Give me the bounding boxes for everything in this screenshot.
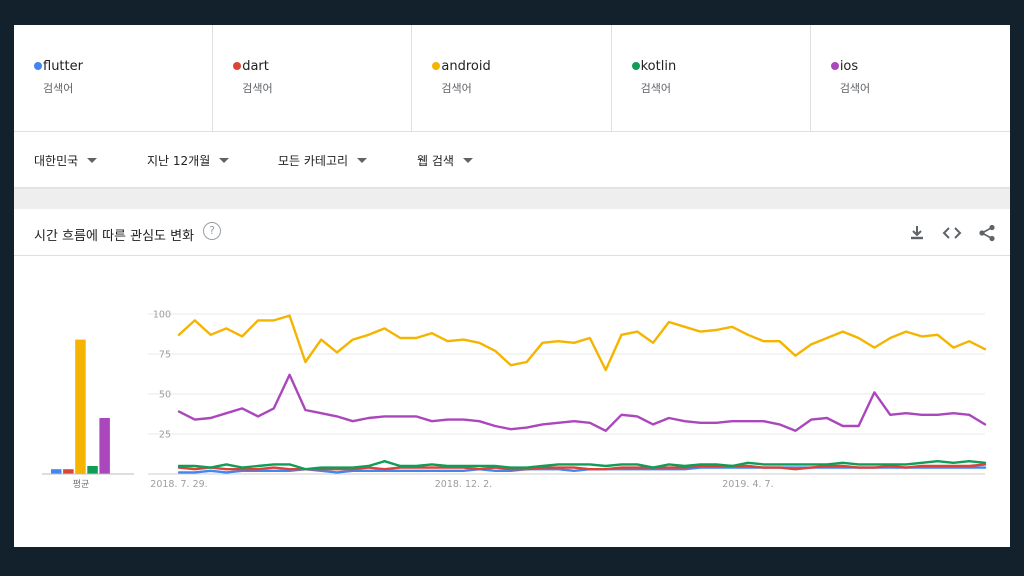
x-tick-label: 2018. 12. 2. [435, 479, 492, 490]
term-type-label: 검색어 [640, 82, 671, 95]
search-terms-bar: flutter 검색어 dart 검색어 android 검색어 kotlin … [14, 25, 1010, 132]
y-tick-label: 100 [153, 310, 171, 321]
term-card-ios[interactable]: ios 검색어 [811, 25, 1010, 131]
caret-down-icon [462, 158, 473, 163]
trends-panel: flutter 검색어 dart 검색어 android 검색어 kotlin … [14, 25, 1010, 547]
term-name: ios [839, 59, 859, 74]
caret-down-icon [87, 158, 98, 163]
help-icon[interactable]: ? [203, 222, 221, 240]
section-divider [14, 187, 1010, 209]
section-header: 시간 흐름에 따른 관심도 변화 ? [14, 209, 1010, 256]
x-tick-label: 2018. 7. 29. [150, 479, 207, 490]
y-tick-label: 75 [159, 350, 171, 361]
embed-code-icon[interactable] [942, 223, 962, 243]
average-bar-flutter [51, 469, 62, 474]
term-card-flutter[interactable]: flutter 검색어 [14, 25, 214, 131]
period-dropdown[interactable]: 지난 12개월 [147, 152, 230, 169]
search-type-dropdown[interactable]: 웹 검색 [417, 152, 473, 169]
caret-down-icon [357, 158, 368, 163]
average-label: 평균 [73, 479, 90, 490]
term-name: dart [242, 59, 269, 74]
average-bar-android [75, 339, 86, 474]
y-tick-label: 50 [159, 390, 171, 401]
color-dot-icon [233, 62, 242, 70]
term-name: android [441, 59, 491, 74]
average-bar-dart [63, 469, 74, 474]
search-type-label: 웹 검색 [417, 154, 454, 168]
average-bar-ios [99, 418, 110, 474]
section-title: 시간 흐름에 따른 관심도 변화 [34, 229, 195, 244]
caret-down-icon [219, 158, 230, 163]
term-card-kotlin[interactable]: kotlin 검색어 [612, 25, 811, 131]
region-dropdown[interactable]: 대한민국 [34, 152, 98, 169]
term-card-dart[interactable]: dart 검색어 [213, 25, 413, 131]
average-bar-kotlin [87, 466, 98, 474]
series-line-ios [177, 373, 987, 432]
download-icon[interactable] [907, 223, 927, 243]
y-tick-label: 25 [159, 430, 171, 441]
period-label: 지난 12개월 [147, 154, 211, 168]
region-label: 대한민국 [34, 154, 79, 168]
category-label: 모든 카테고리 [278, 154, 349, 168]
series-line-android [177, 314, 987, 372]
term-type-label: 검색어 [441, 82, 472, 95]
filter-bar: 대한민국 지난 12개월 모든 카테고리 웹 검색 [14, 132, 1010, 188]
color-dot-icon [432, 62, 441, 70]
interest-over-time-chart: 평균 25 50 75 100 2018. 7. 29. 2018. 12. 2. 2019.… [42, 310, 987, 490]
term-type-label: 검색어 [839, 82, 871, 95]
series-line-kotlin [177, 460, 987, 471]
term-name: kotlin [640, 59, 677, 74]
term-name: flutter [43, 59, 83, 74]
color-dot-icon [830, 62, 839, 70]
color-dot-icon [34, 62, 42, 70]
color-dot-icon [631, 62, 640, 70]
term-type-label: 검색어 [242, 82, 273, 95]
share-icon[interactable] [977, 223, 997, 243]
term-card-android[interactable]: android 검색어 [412, 25, 612, 131]
x-tick-label: 2019. 4. 7. [722, 479, 773, 490]
category-dropdown[interactable]: 모든 카테고리 [278, 152, 368, 169]
term-type-label: 검색어 [43, 82, 74, 95]
